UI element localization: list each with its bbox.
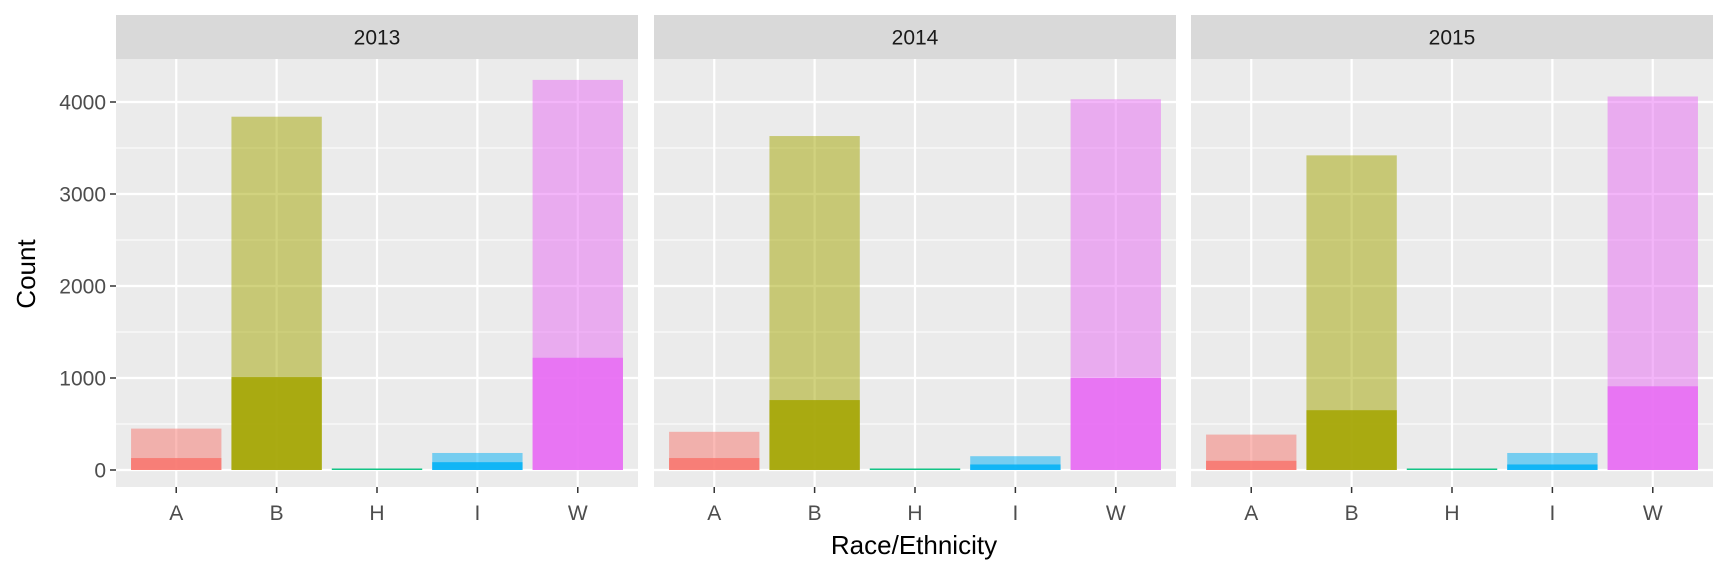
subset-bar-H [331,468,423,470]
subset-bar-I [432,462,523,470]
x-tick-label: A [707,502,721,525]
facet-strip-label: 2014 [892,27,939,50]
y-axis: 0 1000 2000 3000 4000 [59,92,116,483]
x-tick-label: I [474,502,480,525]
subset-bar-B [769,400,860,470]
subset-bar-H [869,468,961,470]
x-tick-label: I [1549,502,1555,525]
x-tick-label: A [1244,502,1258,525]
facet-strip-label: 2015 [1429,27,1476,50]
x-tick-label: H [369,502,384,525]
facet-panel-2013: 2013 A B H I W [116,15,638,525]
y-tick-label: 4000 [59,92,106,115]
subset-bar-W [1607,386,1698,470]
x-tick-label: H [907,502,922,525]
x-tick-label: W [1106,502,1126,525]
y-tick-label: 2000 [59,276,106,299]
x-tick-label: H [1444,502,1459,525]
subset-bar-A [131,458,222,470]
subset-bar-W [1070,378,1161,470]
x-tick-label: B [808,502,822,525]
subset-bar-A [669,458,760,470]
subset-bar-I [1507,464,1598,470]
facet-strip [654,15,1176,59]
subset-bar-I [970,464,1061,470]
facet-panel-2015: 2015 A B H I W [1191,15,1713,525]
x-tick-label: A [169,502,183,525]
y-axis-title: Count [11,239,41,309]
facet-panel-2014: 2014 A B H I W [654,15,1176,525]
x-tick-label: I [1012,502,1018,525]
subset-bar-B [231,377,322,470]
subset-bar-B [1306,410,1397,470]
x-axis-title: Race/Ethnicity [831,530,997,560]
facet-strip-label: 2013 [354,27,401,50]
y-tick-label: 3000 [59,184,106,207]
panels-layer: 2013 A B H I W 2014 A B H I W 2015 A B H I W [116,15,1713,525]
y-tick-label: 0 [94,460,106,483]
subset-bar-H [1406,468,1498,470]
x-tick-label: W [568,502,588,525]
subset-bar-W [532,357,623,470]
subset-bar-A [1206,460,1297,470]
x-tick-label: B [1345,502,1359,525]
x-tick-label: W [1643,502,1663,525]
x-tick-label: B [270,502,284,525]
facet-strip [116,15,638,59]
facet-strip [1191,15,1713,59]
y-tick-label: 1000 [59,368,106,391]
